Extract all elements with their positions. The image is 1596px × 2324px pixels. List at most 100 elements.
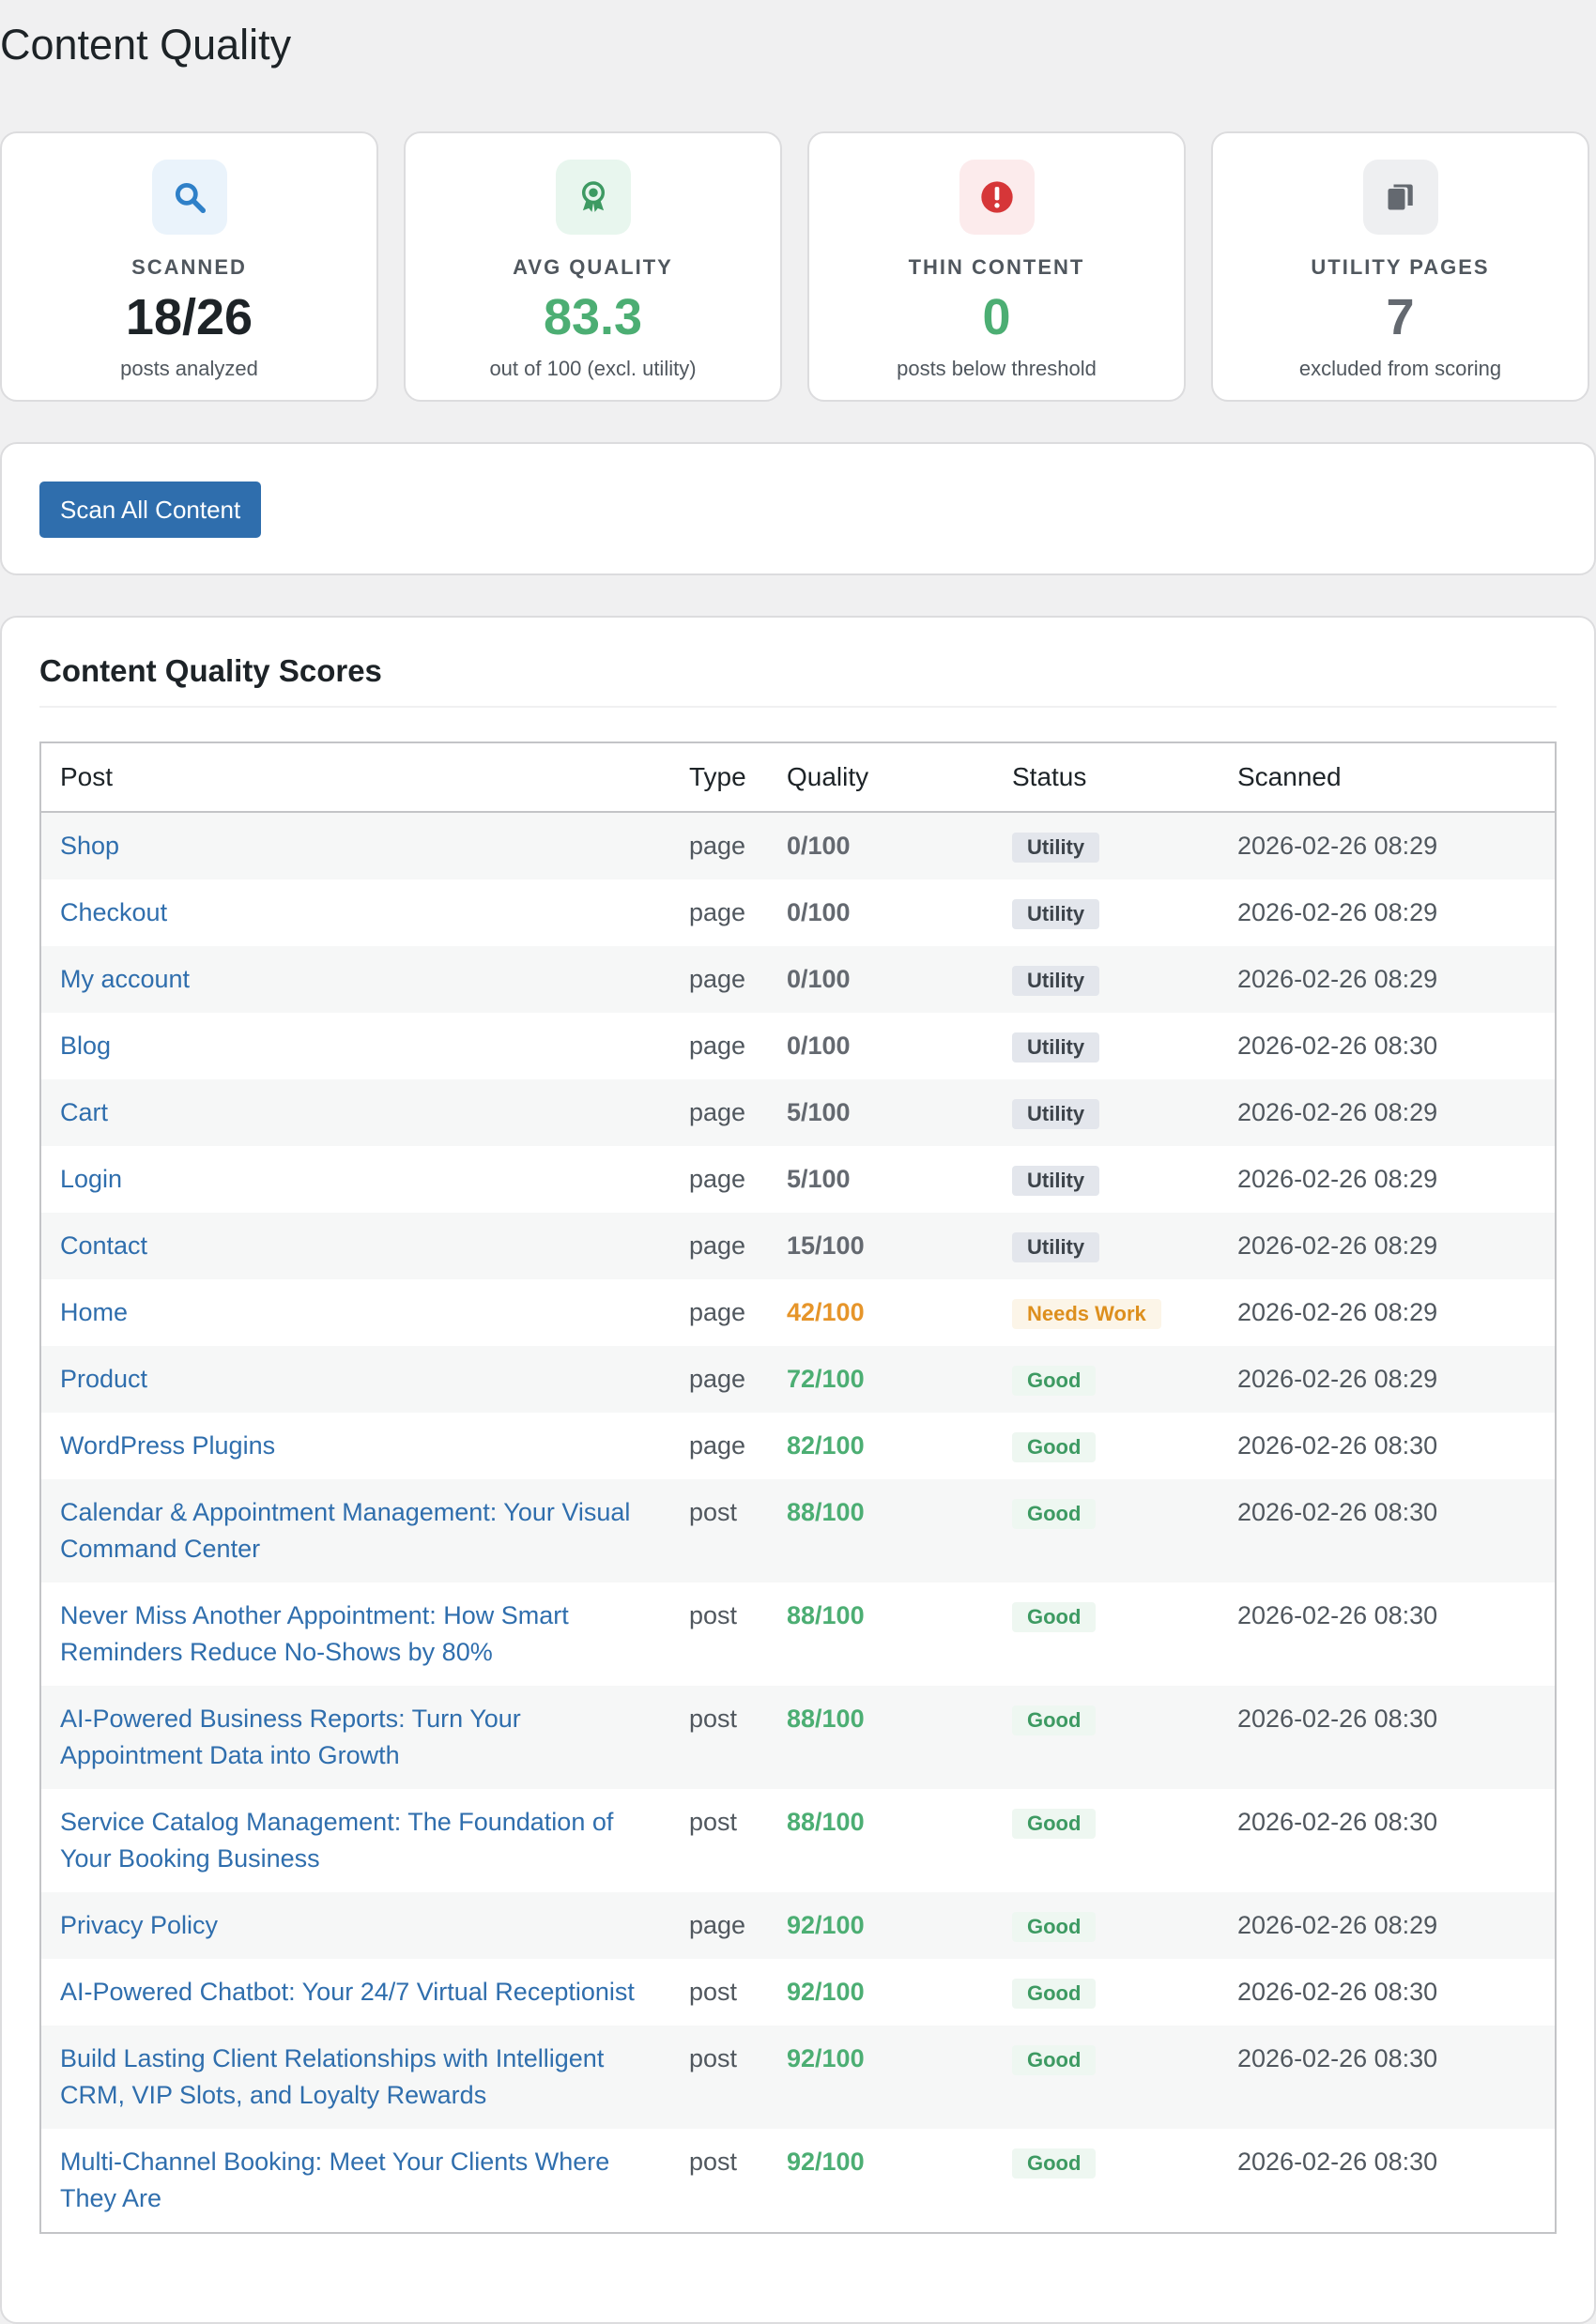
status-badge: Good [1012, 1602, 1097, 1632]
post-link[interactable]: WordPress Plugins [60, 1431, 276, 1460]
scanned-cell: 2026-02-26 08:30 [1237, 1032, 1438, 1060]
status-cell: Needs Work [993, 1279, 1219, 1346]
type-cell: page [689, 832, 746, 860]
post-link[interactable]: Contact [60, 1231, 148, 1260]
table-row: Shop page 0/100 Utility 2026-02-26 08:29 [40, 812, 1556, 879]
status-cell: Good [993, 1959, 1219, 2026]
table-header-row: Post Type Quality Status Scanned [40, 742, 1556, 813]
type-cell: page [689, 1032, 746, 1060]
stats-row: SCANNED 18/26 posts analyzed AVG QUALITY… [0, 131, 1596, 402]
quality-cell: 88/100 [768, 1582, 993, 1686]
post-link[interactable]: Multi-Channel Booking: Meet Your Clients… [60, 2148, 610, 2212]
quality-score: 88/100 [787, 1601, 865, 1629]
table-row: Checkout page 0/100 Utility 2026-02-26 08:29 [40, 879, 1556, 946]
post-link[interactable]: Checkout [60, 898, 168, 926]
quality-score: 82/100 [787, 1431, 865, 1460]
post-link[interactable]: Cart [60, 1098, 109, 1126]
table-row: Calendar & Appointment Management: Your … [40, 1479, 1556, 1582]
table-row: Never Miss Another Appointment: How Smar… [40, 1582, 1556, 1686]
quality-score: 0/100 [787, 965, 851, 993]
scan-actions-panel: Scan All Content [0, 442, 1596, 575]
copy-icon [1388, 184, 1413, 210]
post-link[interactable]: AI-Powered Business Reports: Turn Your A… [60, 1705, 521, 1769]
status-badge: Utility [1012, 899, 1100, 929]
post-link[interactable]: Build Lasting Client Relationships with … [60, 2044, 605, 2109]
stat-card-thin-content: THIN CONTENT 0 posts below threshold [807, 131, 1186, 402]
scanned-cell: 2026-02-26 08:30 [1237, 1601, 1438, 1629]
status-cell: Good [993, 1479, 1219, 1582]
scanned-cell: 2026-02-26 08:29 [1237, 832, 1438, 860]
table-row: Login page 5/100 Utility 2026-02-26 08:29 [40, 1146, 1556, 1213]
type-cell: page [689, 1298, 746, 1326]
scanned-cell: 2026-02-26 08:29 [1237, 1231, 1438, 1260]
type-cell: page [689, 1098, 746, 1126]
table-row: WordPress Plugins page 82/100 Good 2026-02-2… [40, 1413, 1556, 1479]
quality-score: 88/100 [787, 1705, 865, 1733]
quality-score: 15/100 [787, 1231, 865, 1260]
stat-value: 0 [982, 289, 1011, 345]
table-row: Privacy Policy page 92/100 Good 2026-02-26 0… [40, 1892, 1556, 1959]
post-cell: Privacy Policy [40, 1892, 670, 1959]
post-link[interactable]: Privacy Policy [60, 1911, 219, 1939]
post-link[interactable]: My account [60, 965, 191, 993]
quality-score: 72/100 [787, 1365, 865, 1393]
post-link[interactable]: Shop [60, 832, 120, 860]
post-cell: Cart [40, 1079, 670, 1146]
post-link[interactable]: Home [60, 1298, 129, 1326]
type-cell: post [689, 2044, 738, 2072]
scanned-cell: 2026-02-26 08:30 [1237, 1978, 1438, 2006]
status-cell: Utility [993, 1213, 1219, 1279]
status-badge: Good [1012, 1912, 1097, 1942]
scan-all-content-button[interactable]: Scan All Content [39, 482, 262, 538]
stat-label: UTILITY PAGES [1311, 255, 1490, 279]
post-link[interactable]: Calendar & Appointment Management: Your … [60, 1498, 631, 1563]
post-link[interactable]: Never Miss Another Appointment: How Smar… [60, 1601, 569, 1666]
post-link[interactable]: Login [60, 1165, 123, 1193]
status-cell: Good [993, 1346, 1219, 1413]
type-cell: page [689, 1911, 746, 1939]
type-cell: post [689, 2148, 738, 2176]
post-link[interactable]: AI-Powered Chatbot: Your 24/7 Virtual Re… [60, 1978, 635, 2006]
status-badge: Utility [1012, 966, 1100, 996]
scanned-cell: 2026-02-26 08:29 [1237, 1298, 1438, 1326]
table-row: My account page 0/100 Utility 2026-02-26 08:… [40, 946, 1556, 1013]
type-cell: post [689, 1601, 738, 1629]
type-cell: post [689, 1498, 738, 1526]
post-link[interactable]: Product [60, 1365, 148, 1393]
status-badge: Good [1012, 2045, 1097, 2075]
type-cell: post [689, 1978, 738, 2006]
quality-score: 5/100 [787, 1165, 851, 1193]
post-cell: My account [40, 946, 670, 1013]
award-icon [581, 181, 605, 212]
table-row: Build Lasting Client Relationships with … [40, 2026, 1556, 2129]
stat-card-utility-pages: UTILITY PAGES 7 excluded from scoring [1211, 131, 1589, 402]
column-header-scanned: Scanned [1219, 742, 1556, 813]
status-badge: Good [1012, 1979, 1097, 2009]
search-icon [175, 182, 206, 214]
scanned-cell: 2026-02-26 08:29 [1237, 898, 1438, 926]
scanned-cell: 2026-02-26 08:29 [1237, 1365, 1438, 1393]
post-cell: Login [40, 1146, 670, 1213]
stat-icon-box [555, 160, 631, 235]
status-cell: Good [993, 1892, 1219, 1959]
post-link[interactable]: Service Catalog Management: The Foundati… [60, 1808, 614, 1873]
quality-cell: 0/100 [768, 879, 993, 946]
quality-cell: 88/100 [768, 1479, 993, 1582]
stat-icon-box [151, 160, 227, 235]
quality-score: 88/100 [787, 1808, 865, 1836]
status-cell: Good [993, 1413, 1219, 1479]
quality-cell: 92/100 [768, 1959, 993, 2026]
table-row: Product page 72/100 Good 2026-02-26 08:29 [40, 1346, 1556, 1413]
status-badge: Utility [1012, 1166, 1100, 1196]
post-cell: WordPress Plugins [40, 1413, 670, 1479]
quality-cell: 0/100 [768, 946, 993, 1013]
table-row: Home page 42/100 Needs Work 2026-02-26 08:29 [40, 1279, 1556, 1346]
status-badge: Good [1012, 1499, 1097, 1529]
stat-icon-box [959, 160, 1035, 235]
quality-score: 92/100 [787, 1978, 865, 2006]
stat-value: 7 [1386, 289, 1415, 345]
status-cell: Utility [993, 1146, 1219, 1213]
scanned-cell: 2026-02-26 08:30 [1237, 2148, 1438, 2176]
post-link[interactable]: Blog [60, 1032, 112, 1060]
table-row: AI-Powered Business Reports: Turn Your A… [40, 1686, 1556, 1789]
